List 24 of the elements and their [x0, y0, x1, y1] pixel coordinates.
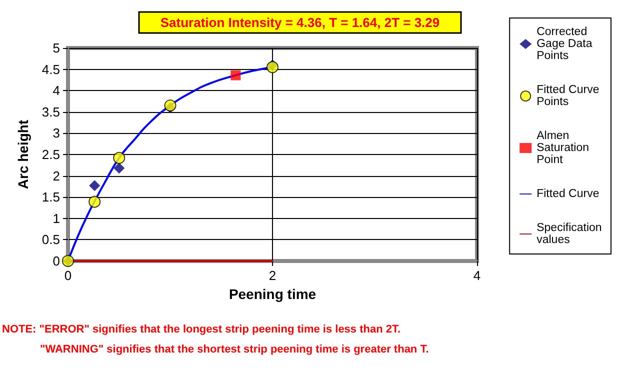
y-tick-label: 2.5	[42, 147, 60, 162]
y-tick-label: 5	[52, 40, 60, 56]
legend-label: Fitted Curve	[536, 188, 600, 200]
y-tick-label: 2	[52, 168, 60, 184]
y-tick-label: 4	[52, 83, 60, 98]
y-axis-title: Arc height	[15, 120, 31, 190]
y-tick-label: 1.5	[42, 190, 60, 205]
chart-title: Saturation Intensity = 4.36, T = 1.64, 2T = 3.29	[160, 15, 440, 30]
y-tick-label: 1	[52, 210, 60, 226]
y-tick-label: 4.5	[42, 62, 60, 77]
x-tick-label: 0	[64, 268, 72, 283]
legend-label: Fitted Curve Points	[536, 84, 602, 108]
x-axis-title: Peening time	[228, 286, 316, 302]
legend-label: Specification values	[536, 222, 606, 246]
text: NOTE: "ERROR" signifies that the longest strip peening time is less than 2T.	[2, 324, 401, 336]
y-tick-label: 0	[52, 254, 60, 268]
x-tick-label: 2	[268, 268, 276, 283]
legend-label: Corrected Gage Data Points	[536, 26, 596, 62]
y-tick-label: 3.5	[42, 104, 60, 120]
x-tick-label: 4	[473, 268, 481, 283]
y-tick-label: 3	[52, 126, 60, 141]
text: "WARNING" signifies that the shortest strip peening time is greater than T.	[40, 344, 429, 356]
y-tick-label: 0.5	[42, 232, 60, 248]
legend-label: Almen Saturation Point	[536, 130, 592, 166]
